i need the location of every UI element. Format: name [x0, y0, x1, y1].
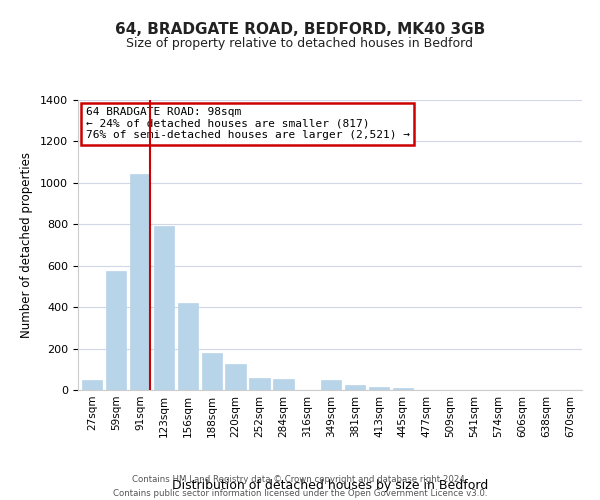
Bar — [393, 388, 413, 390]
Bar — [369, 387, 389, 390]
Text: 64, BRADGATE ROAD, BEDFORD, MK40 3GB: 64, BRADGATE ROAD, BEDFORD, MK40 3GB — [115, 22, 485, 38]
Y-axis label: Number of detached properties: Number of detached properties — [20, 152, 33, 338]
Text: Contains HM Land Registry data © Crown copyright and database right 2024.
Contai: Contains HM Land Registry data © Crown c… — [113, 476, 487, 498]
Bar — [130, 174, 150, 390]
Text: Size of property relative to detached houses in Bedford: Size of property relative to detached ho… — [127, 38, 473, 51]
Bar — [250, 378, 269, 390]
Bar — [154, 226, 174, 390]
Bar — [273, 379, 293, 390]
Bar — [345, 385, 365, 390]
Bar — [321, 380, 341, 390]
Bar — [226, 364, 246, 390]
Bar — [178, 303, 198, 390]
Bar — [82, 380, 103, 390]
X-axis label: Distribution of detached houses by size in Bedford: Distribution of detached houses by size … — [172, 478, 488, 492]
Text: 64 BRADGATE ROAD: 98sqm
← 24% of detached houses are smaller (817)
76% of semi-d: 64 BRADGATE ROAD: 98sqm ← 24% of detache… — [86, 108, 410, 140]
Bar — [106, 271, 127, 390]
Bar — [202, 353, 222, 390]
